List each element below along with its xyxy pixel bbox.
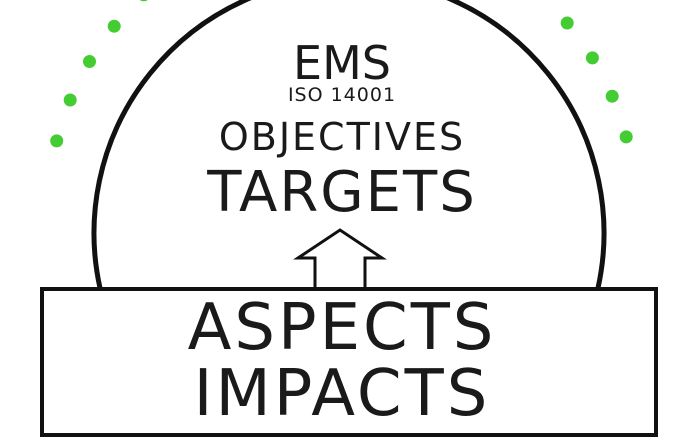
green-dot (139, 0, 148, 2)
green-dot (619, 130, 633, 144)
aspects-label: ASPECTS (187, 291, 497, 365)
aspects-box (40, 287, 658, 437)
green-dot (585, 51, 599, 65)
ems-title: EMS (293, 36, 391, 90)
green-dot-ring (50, 0, 633, 148)
ems-circle (91, 0, 607, 289)
objectives-label: OBJECTIVES (218, 115, 466, 159)
green-dot (50, 134, 64, 148)
iso-subtitle: ISO 14001 (287, 84, 397, 106)
impacts-label: IMPACTS (193, 357, 491, 431)
green-dot (83, 55, 96, 68)
targets-label: TARGETS (207, 160, 477, 225)
green-dot (605, 89, 619, 103)
green-dot (107, 19, 121, 33)
green-dot (63, 93, 77, 107)
green-dot (560, 16, 574, 30)
up-arrow (293, 228, 387, 295)
